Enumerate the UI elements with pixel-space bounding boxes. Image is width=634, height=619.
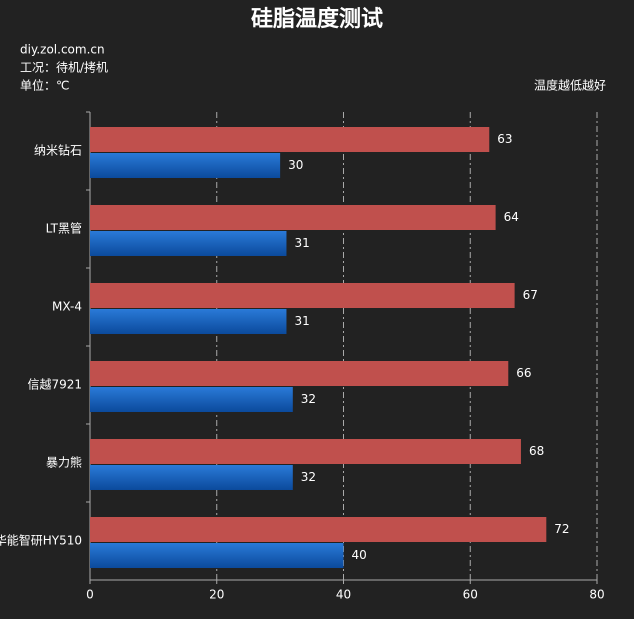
bar — [90, 439, 521, 464]
x-tick-label: 60 — [463, 588, 478, 602]
subtitle: 工况：待机/拷机 — [20, 60, 108, 75]
data-label: 32 — [301, 392, 316, 406]
data-label: 72 — [554, 522, 569, 536]
data-label: 31 — [294, 314, 309, 328]
chart-title: 硅脂温度测试 — [251, 6, 383, 32]
bar — [90, 231, 287, 256]
subtitle: 单位：℃ — [20, 78, 69, 93]
bar — [90, 517, 547, 542]
x-tick-label: 0 — [86, 588, 94, 602]
bar — [90, 465, 293, 490]
data-label: 32 — [301, 470, 316, 484]
bar — [90, 543, 344, 568]
x-tick-label: 40 — [336, 588, 351, 602]
bar — [90, 127, 490, 152]
bar — [90, 361, 509, 386]
bar — [90, 387, 293, 412]
y-tick-label: MX-4 — [52, 300, 82, 314]
bar — [90, 283, 515, 308]
data-label: 31 — [294, 236, 309, 250]
data-label: 30 — [288, 158, 303, 172]
annotation: 温度越低越好 — [534, 78, 606, 93]
y-tick-label: 暴力熊 — [46, 455, 82, 470]
data-label: 64 — [504, 210, 519, 224]
bar — [90, 205, 496, 230]
data-label: 40 — [352, 548, 367, 562]
x-tick-label: 80 — [589, 588, 604, 602]
y-tick-label: 信越7921 — [27, 378, 82, 392]
bar — [90, 309, 287, 334]
x-tick-label: 20 — [209, 588, 224, 602]
y-tick-label: 纳米钻石 — [34, 143, 82, 158]
data-label: 63 — [497, 132, 512, 146]
data-label: 67 — [523, 288, 538, 302]
bar — [90, 153, 281, 178]
data-label: 68 — [529, 444, 544, 458]
data-label: 66 — [516, 366, 531, 380]
subtitle: diy.zol.com.cn — [20, 43, 105, 57]
y-tick-label: LT黑管 — [46, 221, 82, 236]
y-tick-label: 华能智研HY510 — [0, 533, 82, 548]
